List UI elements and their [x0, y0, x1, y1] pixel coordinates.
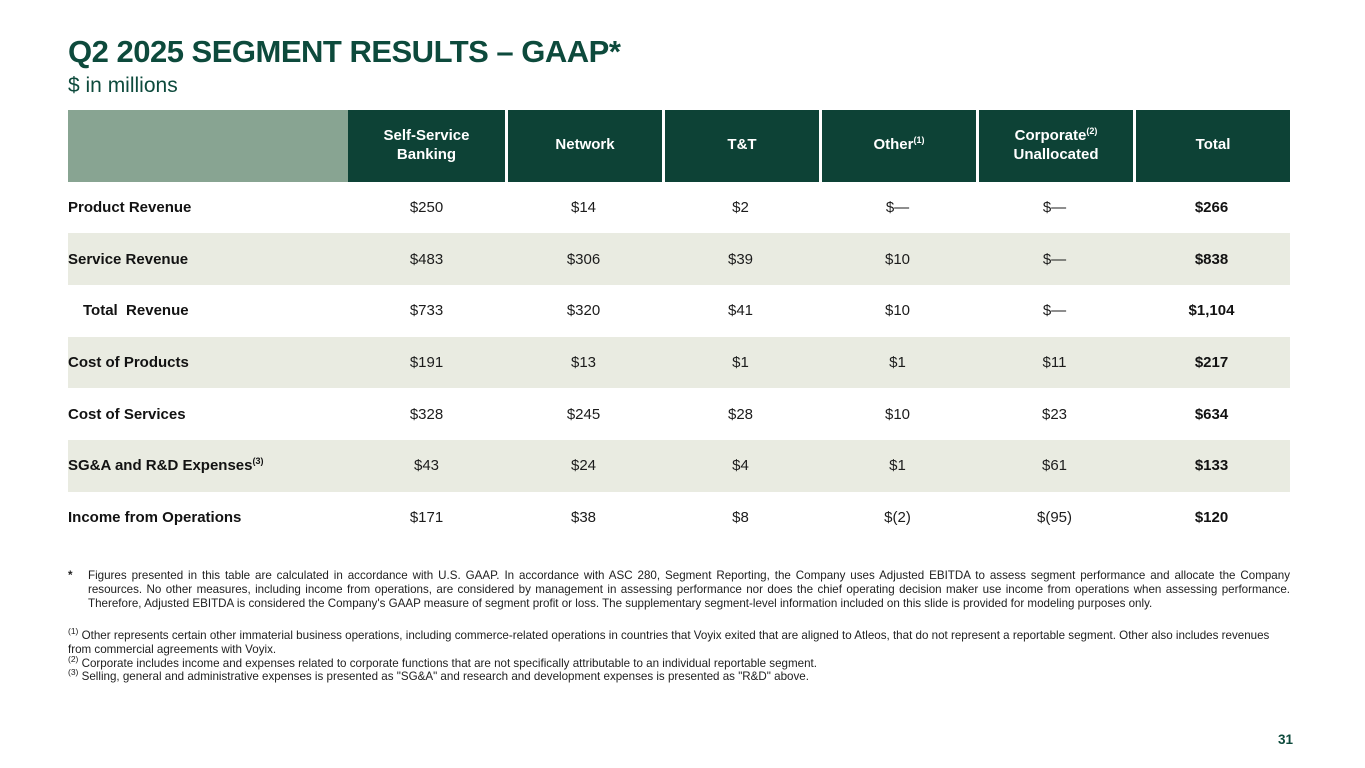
footnote-star-marker: * [68, 569, 73, 583]
value-cell: $28 [727, 405, 754, 423]
row-label: Cost of Products [68, 336, 348, 389]
value-cell: $4 [662, 440, 819, 492]
value-cell: $39 [662, 233, 819, 286]
row-label: Income from Operations [68, 509, 242, 527]
table-corner-cell [68, 109, 348, 182]
footnote-star-text: Figures presented in this table are calc… [88, 569, 1290, 610]
value-cell: $61 [976, 440, 1133, 492]
value-cell: $1,104 [1188, 302, 1235, 320]
value-cell: $10 [884, 405, 911, 423]
footnote: (3) Selling, general and administrative … [68, 667, 1290, 684]
value-cell: $— [1042, 198, 1067, 216]
footnote-star: * Figures presented in this table are ca… [68, 569, 1290, 610]
row-label: Cost of Services [68, 405, 186, 423]
footnote: (1) Other represents certain other immat… [68, 626, 1290, 657]
segment-results-table: Self-Service Banking Network T&T Other(1) Cor… [68, 109, 1290, 544]
value-cell: $23 [1041, 405, 1068, 423]
value-cell: $306 [505, 233, 662, 286]
table-row: Cost of Products $191 $13 $1 $1 $11 $217 [68, 336, 1290, 389]
value-cell: $838 [1133, 233, 1290, 286]
value-cell: $245 [566, 405, 601, 423]
value-cell: $266 [1194, 198, 1229, 216]
table-header: Self-Service Banking Network T&T Other(1) Cor… [68, 109, 1290, 182]
value-cell: $24 [505, 440, 662, 492]
value-cell: $43 [348, 440, 505, 492]
value-cell: $1 [819, 440, 976, 492]
table-row: Income from Operations $171 $38 $8 $(2) $(95)… [68, 492, 1290, 544]
table-body: Product Revenue $250 $14 $2 $— $— $266 Service … [68, 182, 1290, 544]
value-cell: $8 [732, 509, 749, 527]
table-row: Cost of Services $328 $245 $28 $10 $23 $634 [68, 388, 1290, 440]
footnote-marker: (3) [68, 667, 79, 678]
value-cell: $120 [1194, 509, 1229, 527]
value-cell: $38 [570, 509, 597, 527]
column-header: T&T [662, 109, 819, 182]
footnote: (2) Corporate includes income and expens… [68, 653, 1290, 671]
value-cell: $— [885, 198, 910, 216]
value-cell: $11 [976, 336, 1133, 389]
value-cell: $217 [1133, 336, 1290, 389]
value-cell: $41 [727, 302, 754, 320]
column-header: Corporate(2) Unallocated [976, 109, 1133, 182]
footnote-text: Selling, general and administrative expe… [78, 670, 809, 684]
footnote-text: Other represents certain other immateria… [68, 629, 1270, 657]
page-title: Q2 2025 SEGMENT RESULTS – GAAP* [68, 34, 621, 69]
row-label: Product Revenue [68, 198, 192, 216]
value-cell: $— [1042, 302, 1067, 320]
value-cell: $191 [348, 336, 505, 389]
value-cell: $(2) [884, 509, 911, 527]
value-cell: $733 [409, 302, 444, 320]
table-row: Product Revenue $250 $14 $2 $— $— $266 [68, 182, 1290, 234]
value-cell: $14 [570, 198, 597, 216]
column-header: Network [505, 109, 662, 182]
value-cell: $— [976, 233, 1133, 286]
column-header: Other(1) [819, 109, 976, 182]
row-label: Total Revenue [83, 302, 189, 320]
column-header: Total [1133, 109, 1290, 182]
value-cell: $(95) [1036, 509, 1073, 527]
page-number: 31 [1277, 732, 1293, 747]
subtitle: $ in millions [68, 73, 178, 97]
column-header: Self-Service Banking [348, 109, 505, 182]
value-cell: $10 [884, 302, 911, 320]
value-cell: $171 [409, 509, 444, 527]
value-cell: $133 [1133, 440, 1290, 492]
value-cell: $1 [662, 336, 819, 389]
value-cell: $1 [819, 336, 976, 389]
footnote-marker: (1) [68, 626, 79, 637]
table-row: SG&A and R&D Expenses(3) $43 $24 $4 $1 $61 $13… [68, 440, 1290, 492]
value-cell: $483 [348, 233, 505, 286]
value-cell: $2 [732, 198, 749, 216]
value-cell: $634 [1194, 405, 1229, 423]
row-label: Service Revenue [68, 233, 348, 286]
value-cell: $250 [409, 198, 444, 216]
table-row: Total Revenue $733 $320 $41 $10 $— $1,104 [68, 285, 1290, 337]
footnotes-numbered: (1) Other represents certain other immat… [68, 626, 1290, 684]
value-cell: $13 [505, 336, 662, 389]
footnote-marker: (2) [68, 653, 79, 664]
value-cell: $320 [566, 302, 601, 320]
value-cell: $10 [819, 233, 976, 286]
table-row: Service Revenue $483 $306 $39 $10 $— $838 [68, 233, 1290, 286]
value-cell: $328 [409, 405, 444, 423]
header-row: Self-Service Banking Network T&T Other(1) Cor… [68, 109, 1290, 182]
footnote-text: Corporate includes income and expenses r… [78, 656, 817, 670]
row-label: SG&A and R&D Expenses(3) [68, 440, 348, 492]
